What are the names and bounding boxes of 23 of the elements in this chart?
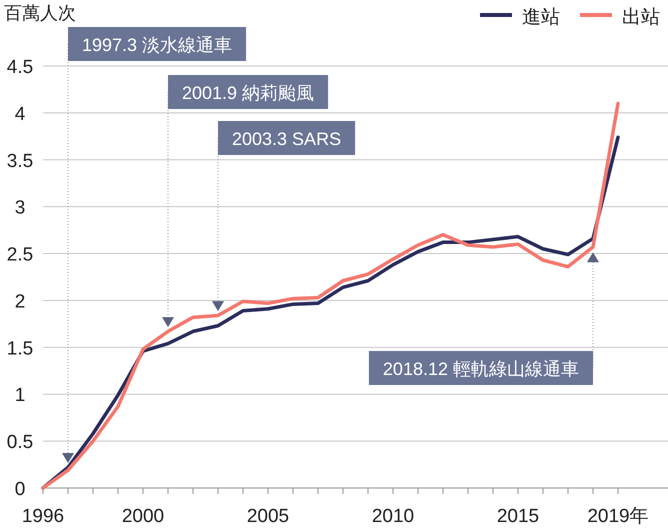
y-axis-title: 百萬人次 [4,3,76,23]
annotation: 2001.9 納莉颱風 [182,83,314,103]
y-tick-label: 4 [14,104,26,125]
y-tick-label: 4.5 [6,57,34,78]
y-tick-label: 3 [14,198,26,219]
legend-label: 出站 [622,7,660,28]
x-tick-label: 2005 [246,506,290,527]
annotation: 1997.3 淡水線通車 [82,35,232,55]
x-tick-label: 2019年 [587,506,649,527]
annotation: 2003.3 SARS [232,129,342,149]
y-tick-label: 3.5 [6,150,34,172]
y-tick-label: 1.5 [6,338,34,360]
y-tick-label: 2.5 [6,244,34,266]
x-tick-label: 2000 [122,506,164,527]
x-tick-label: 1996 [22,506,64,527]
y-tick-label: 2 [14,291,26,312]
annotation: 2018.12 輕軌綠山線通車 [382,359,579,379]
x-tick-label: 2010 [372,506,414,527]
y-tick-label: 0 [14,479,26,500]
legend-label: 進站 [522,7,560,28]
y-tick-label: 1 [14,385,26,406]
y-tick-label: 0.5 [6,432,34,454]
x-tick-label: 2015 [496,506,540,527]
